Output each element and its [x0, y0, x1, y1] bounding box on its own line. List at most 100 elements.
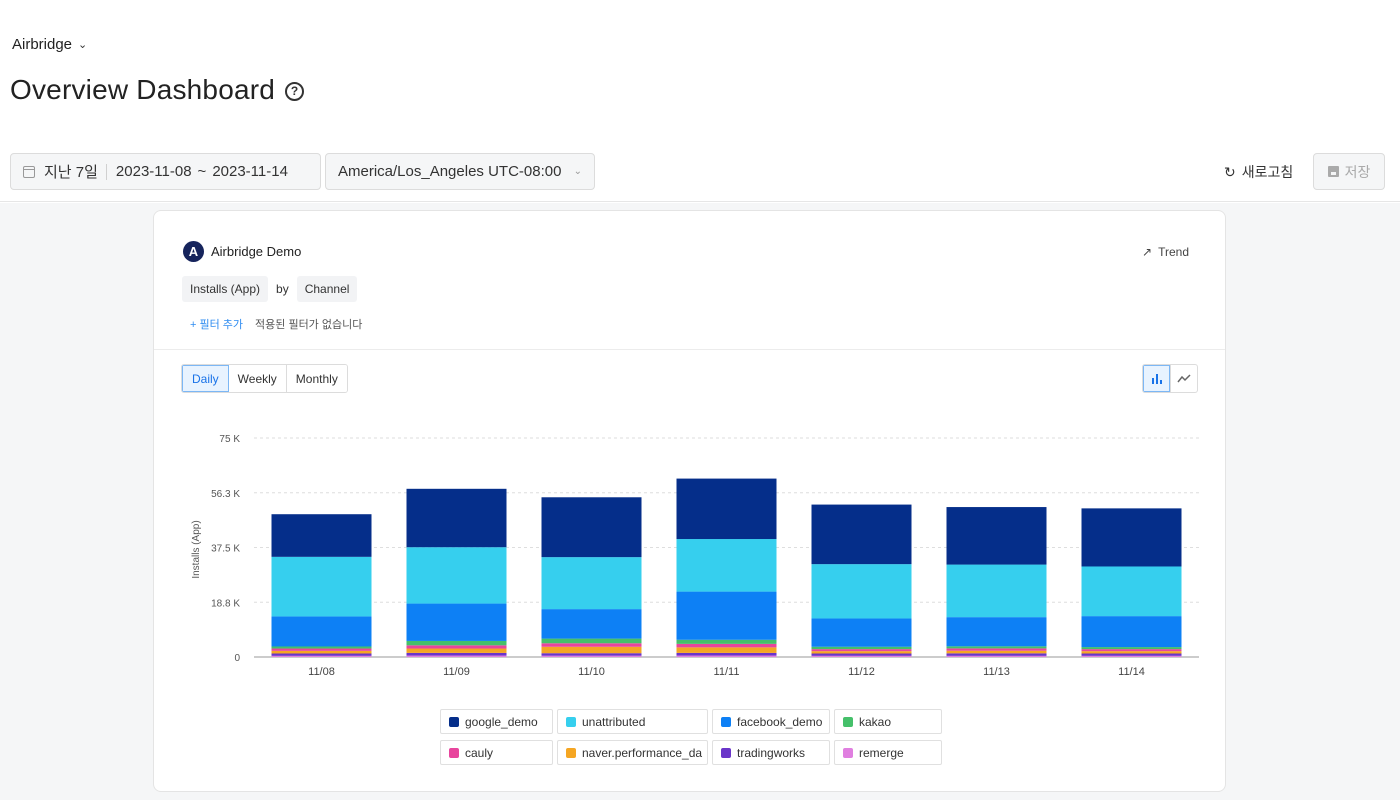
legend-swatch: [566, 716, 576, 727]
legend-label: naver.performance_da: [582, 745, 703, 760]
period-tabs: Daily Weekly Monthly: [181, 364, 348, 393]
bar-segment: [676, 539, 777, 592]
legend-label: tradingworks: [737, 745, 806, 760]
date-tilde: ~: [197, 163, 207, 180]
bar-segment: [676, 643, 777, 648]
legend-swatch: [449, 716, 459, 727]
y-tick-label: 56.3 K: [211, 489, 240, 500]
tab-weekly[interactable]: Weekly: [228, 365, 287, 392]
chevron-down-icon: ⌄: [78, 39, 88, 51]
date-range-picker[interactable]: 지난 7일 2023-11-08 ~ 2023-11-14: [10, 153, 321, 190]
legend-label: cauly: [465, 745, 494, 760]
bar-segment: [946, 655, 1047, 657]
app-name: Airbridge Demo: [211, 244, 302, 259]
bar-segment: [946, 617, 1047, 647]
legend-label: facebook_demo: [737, 714, 823, 729]
filter-row: + 필터 추가 적용된 필터가 없습니다: [190, 316, 362, 332]
bar-segment: [1081, 566, 1182, 617]
bar-segment: [811, 653, 912, 656]
legend-item[interactable]: google_demo: [440, 709, 553, 734]
bar-segment: [541, 609, 642, 639]
x-tick-label: 11/12: [848, 666, 875, 678]
bar-segment: [946, 650, 1047, 654]
date-range: 2023-11-08 ~ 2023-11-14: [116, 163, 288, 180]
group-by-chip[interactable]: Channel: [296, 276, 358, 302]
bar-segment: [946, 653, 1047, 656]
add-filter-button[interactable]: + 필터 추가: [190, 319, 244, 331]
trend-link[interactable]: ↗ Trend: [1142, 245, 1189, 259]
legend-swatch: [566, 747, 576, 758]
bar-segment: [811, 646, 912, 650]
toolbar: 지난 7일 2023-11-08 ~ 2023-11-14 America/Lo…: [0, 150, 1400, 202]
y-tick-label: 0: [234, 653, 240, 664]
page-title-row: Overview Dashboard ?: [10, 74, 305, 106]
bar-segment: [271, 650, 372, 654]
legend-swatch: [721, 716, 731, 727]
bar-segment: [271, 616, 372, 647]
dashboard-canvas: A Airbridge Demo ↗ Trend Installs (App) …: [0, 203, 1400, 800]
bar-segment: [676, 478, 777, 540]
arrow-up-right-icon: ↗: [1142, 245, 1153, 259]
bar-segment: [1081, 653, 1182, 656]
page-title: Overview Dashboard: [10, 74, 276, 105]
bar-segment: [406, 547, 507, 604]
bar-segment: [1081, 655, 1182, 657]
x-tick-label: 11/08: [308, 666, 335, 678]
legend-item[interactable]: remerge: [834, 740, 942, 765]
legend-item[interactable]: naver.performance_da: [557, 740, 708, 765]
bar-chart-toggle[interactable]: [1143, 365, 1170, 392]
timezone-select[interactable]: America/Los_Angeles UTC-08:00 ⌄: [325, 153, 595, 190]
legend-item[interactable]: unattributed: [557, 709, 708, 734]
bar-segment: [406, 603, 507, 641]
timezone-value: America/Los_Angeles UTC-08:00: [338, 163, 562, 180]
date-divider: [105, 163, 107, 180]
bar-segment: [406, 488, 507, 548]
line-chart-icon: [1177, 373, 1191, 382]
save-label: 저장: [1344, 163, 1371, 180]
trend-label: Trend: [1158, 245, 1189, 259]
metric-row: Installs (App) by Channel: [182, 276, 358, 302]
line-chart-toggle[interactable]: [1170, 365, 1197, 392]
save-icon: [1327, 166, 1339, 177]
tab-daily[interactable]: Daily: [182, 365, 229, 392]
bar-segment: [271, 648, 372, 651]
app-logo: A: [183, 241, 204, 262]
legend-swatch: [843, 747, 853, 758]
date-preset-label: 지난 7일: [44, 164, 98, 181]
legend-swatch: [721, 747, 731, 758]
chart-legend: google_demo unattributed facebook_demo kaka…: [440, 709, 944, 765]
bar-segment: [406, 645, 507, 649]
bar-segment: [541, 643, 642, 647]
bar-segment: [1081, 647, 1182, 650]
app-name-row: A Airbridge Demo: [183, 241, 301, 262]
y-tick-label: 75 K: [219, 434, 240, 445]
refresh-icon: ↻: [1224, 163, 1236, 180]
bar-segment: [541, 653, 642, 656]
bar-segment: [541, 497, 642, 558]
chevron-down-icon: ⌄: [573, 166, 582, 177]
x-tick-label: 11/11: [714, 666, 740, 678]
legend-label: remerge: [859, 745, 904, 760]
no-filter-text: 적용된 필터가 없습니다: [255, 319, 363, 331]
card-header: A Airbridge Demo ↗ Trend Installs (App) …: [154, 211, 1225, 350]
legend-item[interactable]: kakao: [834, 709, 942, 734]
metric-chip[interactable]: Installs (App): [182, 276, 269, 302]
refresh-label: 새로고침: [1241, 164, 1294, 180]
legend-item[interactable]: cauly: [440, 740, 553, 765]
app-switcher[interactable]: Airbridge ⌄: [12, 36, 87, 53]
legend-label: unattributed: [582, 714, 646, 729]
bar-segment: [271, 514, 372, 557]
bar-segment: [1081, 508, 1182, 567]
bar-segment: [946, 564, 1047, 618]
bar-segment: [676, 652, 777, 656]
legend-item[interactable]: tradingworks: [712, 740, 830, 765]
bar-segment: [271, 646, 372, 649]
refresh-button[interactable]: ↻ 새로고침: [1224, 162, 1293, 182]
help-icon[interactable]: ?: [285, 81, 305, 101]
bar-segment: [271, 653, 372, 656]
tab-monthly[interactable]: Monthly: [286, 365, 347, 392]
legend-item[interactable]: facebook_demo: [712, 709, 830, 734]
bar-segment: [1081, 651, 1182, 654]
bar-chart-icon: [1151, 374, 1162, 384]
save-button[interactable]: 저장: [1313, 153, 1385, 190]
